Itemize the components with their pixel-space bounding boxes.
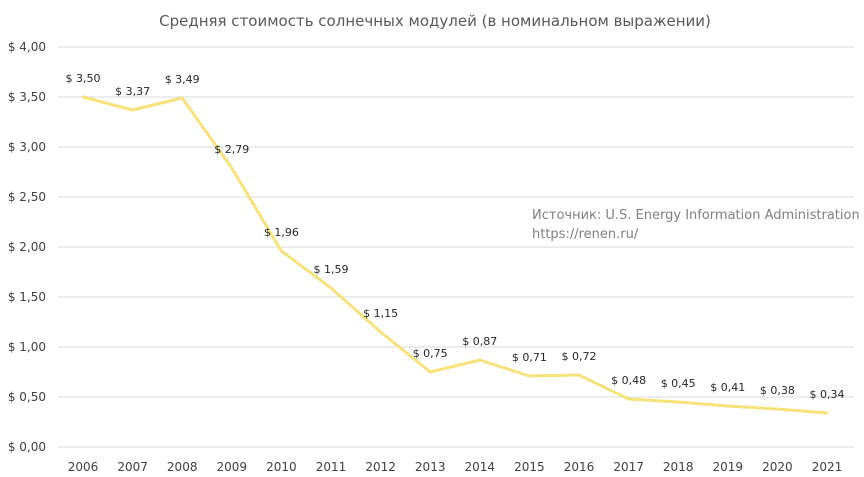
x-tick-label: 2015 [514,460,545,474]
data-label: $ 0,87 [462,335,497,348]
data-label: $ 0,34 [810,388,845,401]
x-tick-label: 2011 [316,460,347,474]
data-label: $ 1,96 [264,226,299,239]
y-tick-label: $ 1,50 [8,290,46,304]
data-label: $ 3,49 [165,73,200,86]
x-tick-label: 2008 [167,460,198,474]
y-tick-label: $ 0,00 [8,440,46,454]
data-labels: $ 3,50 $ 3,37 $ 3,49 $ 2,79 $ 1,96 $ 1,59 $ 1,… [66,72,845,401]
source-annotation: Источник: U.S. Energy Information Admini… [532,208,860,223]
x-tick-label: 2014 [465,460,496,474]
data-label: $ 0,41 [710,381,745,394]
x-tick-label: 2021 [812,460,843,474]
data-label: $ 0,75 [413,347,448,360]
series-line [81,95,829,415]
data-label: $ 3,37 [115,85,150,98]
x-tick-label: 2018 [663,460,694,474]
x-tick-label: 2009 [217,460,248,474]
x-axis-ticks: 2006 2007 2008 2009 2010 2011 2012 2013 2014 2015… [68,460,843,474]
x-tick-label: 2012 [365,460,396,474]
data-label: $ 0,38 [760,384,795,397]
data-label: $ 3,50 [66,72,101,85]
data-label: $ 0,72 [562,350,597,363]
x-tick-label: 2007 [117,460,148,474]
x-tick-label: 2020 [762,460,793,474]
y-axis-ticks: $ 0,00 $ 0,50 $ 1,00 $ 1,50 $ 2,00 $ 2,50 $ 3,… [8,40,46,454]
x-tick-label: 2006 [68,460,99,474]
y-tick-label: $ 2,50 [8,190,46,204]
x-tick-label: 2010 [266,460,297,474]
data-label: $ 1,59 [314,263,349,276]
data-label: $ 1,15 [363,307,398,320]
data-label: $ 0,45 [661,377,696,390]
x-tick-label: 2019 [713,460,744,474]
chart-title: Средняя стоимость солнечных модулей (в н… [159,12,711,30]
x-tick-label: 2013 [415,460,446,474]
gridlines [58,46,854,448]
data-label: $ 0,48 [611,374,646,387]
x-tick-label: 2016 [564,460,595,474]
source-url: https://renen.ru/ [532,227,639,242]
y-tick-label: $ 3,50 [8,90,46,104]
y-tick-label: $ 4,00 [8,40,46,54]
y-tick-label: $ 3,00 [8,140,46,154]
data-label: $ 0,71 [512,351,547,364]
data-label: $ 2,79 [214,143,249,156]
series-group [81,95,829,415]
x-tick-label: 2017 [613,460,644,474]
y-tick-label: $ 1,00 [8,340,46,354]
y-tick-label: $ 0,50 [8,390,46,404]
y-tick-label: $ 2,00 [8,240,46,254]
